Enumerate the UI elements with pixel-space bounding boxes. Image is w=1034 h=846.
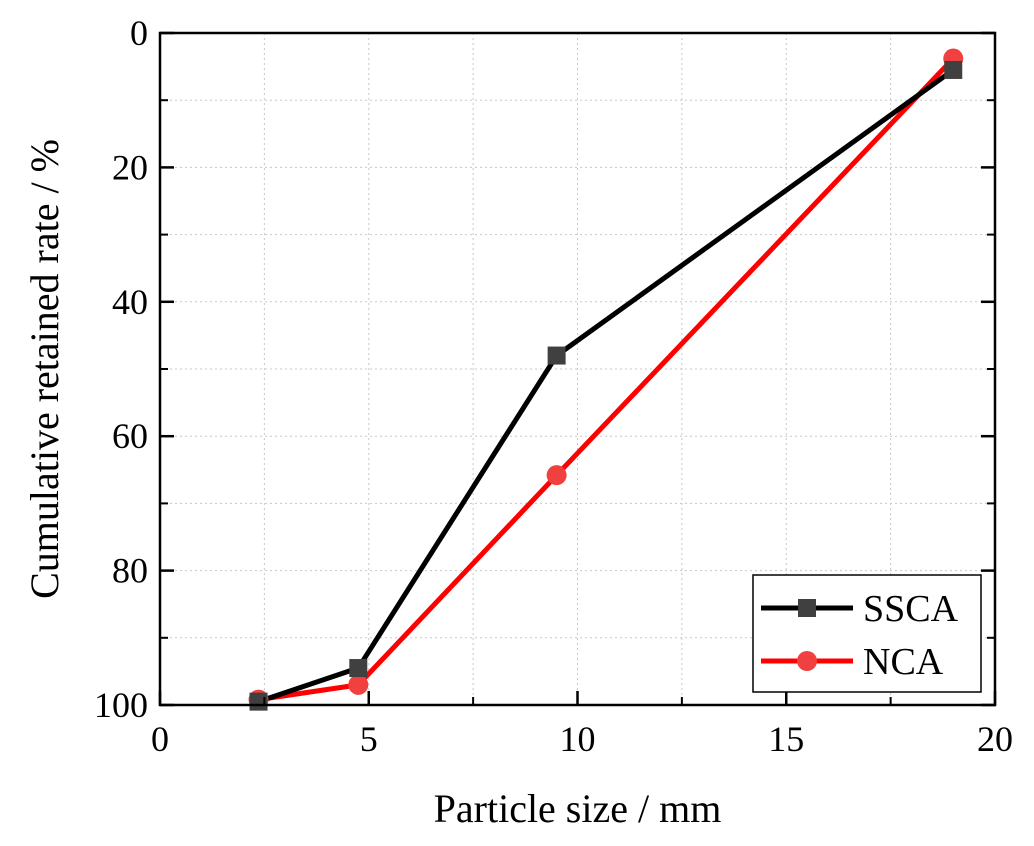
x-tick-label: 5 (360, 719, 378, 759)
x-tick-label: 15 (768, 719, 804, 759)
data-point-nca (348, 674, 369, 695)
x-tick-label: 0 (151, 719, 169, 759)
y-tick-label: 20 (112, 147, 148, 187)
legend-label: NCA (863, 641, 944, 683)
series-line-ssca (257, 67, 955, 705)
series-ssca (257, 67, 955, 705)
legend-label: SSCA (863, 588, 959, 630)
y-tick-label: 40 (112, 282, 148, 322)
y-axis-title: Cumulative retained rate / % (22, 139, 67, 599)
x-tick-label: 10 (560, 719, 596, 759)
data-point-ssca (944, 60, 963, 79)
y-tick-label: 60 (112, 416, 148, 456)
legend-box (752, 574, 982, 693)
series-nca (258, 56, 956, 703)
series-line-nca (258, 56, 956, 703)
legend-item-ssca: SSCA (761, 588, 959, 630)
tick-labels: 0 5 10 15 20 0 20 40 60 80 100 (94, 13, 1013, 759)
data-point-nca (546, 465, 567, 486)
y-tick-label: 100 (94, 685, 148, 725)
y-tick-label: 0 (130, 13, 148, 53)
legend-item-nca: NCA (761, 641, 944, 683)
legend-square-marker (798, 599, 816, 617)
y-tick-label: 80 (112, 551, 148, 591)
legend-circle-marker (797, 651, 817, 671)
data-point-ssca (349, 659, 368, 678)
data-point-ssca (547, 346, 566, 365)
x-tick-label: 20 (977, 719, 1013, 759)
legend-items: SSCA NCA (761, 588, 959, 683)
legend: SSCA NCA (752, 574, 982, 693)
ticks (158, 31, 997, 707)
x-axis-title: Particle size / mm (434, 786, 722, 831)
